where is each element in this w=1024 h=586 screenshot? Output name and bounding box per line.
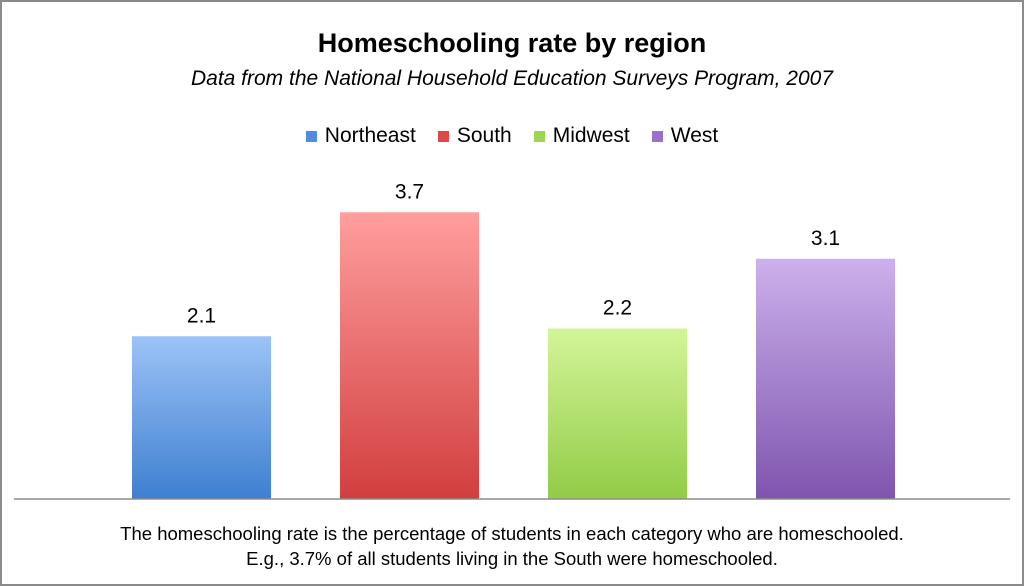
legend-label-northeast: Northeast [324,124,416,147]
legend-item-midwest: Midwest [533,124,630,148]
legend-label-south: South [456,124,512,147]
bar-northeast [132,336,271,499]
data-label-west: 3.1 [811,227,840,250]
legend-swatch-south [437,130,449,142]
legend-item-south: South [437,124,512,148]
legend-swatch-northeast [305,130,317,142]
caption-line-2: E.g., 3.7% of all students living in the… [246,548,778,569]
data-label-south: 3.7 [395,180,424,203]
bar-west [756,258,895,499]
legend-item-northeast: Northeast [305,124,416,148]
chart-subtitle: Data from the National Household Educati… [190,67,834,90]
bar-midwest [548,328,687,499]
legend-item-west: West [651,124,719,148]
bar-south [340,212,479,499]
legend-swatch-midwest [533,130,545,142]
legend-label-west: West [670,124,719,147]
chart-caption: The homeschooling rate is the percentage… [2,521,1022,571]
data-label-midwest: 2.2 [603,297,632,320]
legend-label-midwest: Midwest [552,124,630,147]
legend: Northeast South Midwest West [2,124,1022,148]
legend-swatch-west [651,130,663,142]
data-label-northeast: 2.1 [187,304,216,327]
caption-line-1: The homeschooling rate is the percentage… [120,523,904,544]
chart-title: Homeschooling rate by region [317,28,707,58]
